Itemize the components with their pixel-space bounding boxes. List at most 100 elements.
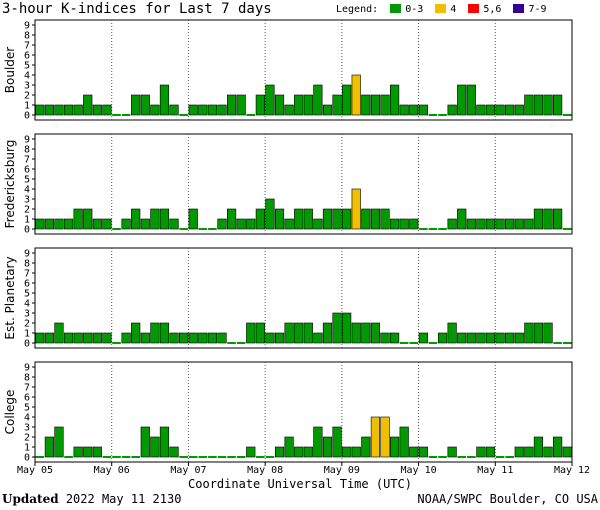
x-tick-label: May 12 — [554, 465, 590, 476]
bar-fredericksburg — [169, 218, 179, 230]
legend-text-7-9: 7-9 — [528, 4, 547, 15]
bar-college — [342, 446, 352, 458]
header-title: 3-hour K-indices for Last 7 days — [2, 1, 272, 17]
legend-text-5-6: 5,6 — [483, 4, 502, 15]
bar-boulder — [543, 94, 553, 116]
y-tick-label-college: 8 — [24, 373, 30, 384]
bar-boulder — [226, 94, 237, 116]
legend-swatch-4 — [435, 4, 447, 13]
series-label-fredericksburg: Fredericksburg — [3, 140, 17, 229]
panel-frame-boulder — [34, 19, 573, 121]
bar-boulder — [418, 104, 428, 116]
bar-est-planetary — [131, 322, 141, 344]
bar-boulder — [294, 94, 304, 116]
bar-fredericksburg — [370, 208, 381, 230]
bar-est-planetary — [361, 322, 371, 344]
bar-boulder — [140, 94, 150, 116]
bar-boulder — [255, 94, 265, 116]
y-tick-label-fredericksburg: 8 — [24, 145, 30, 156]
bar-fredericksburg — [399, 218, 409, 230]
bar-boulder — [514, 104, 524, 116]
legend-text-4: 4 — [450, 4, 457, 15]
footer-credit: NOAA/SWPC Boulder, CO USA — [417, 492, 598, 506]
bar-college — [409, 446, 419, 458]
bar-fredericksburg — [226, 208, 237, 230]
y-tick-label-est-planetary: 2 — [24, 319, 30, 330]
panel-frame-fredericksburg — [34, 133, 573, 235]
bar-boulder — [495, 104, 505, 116]
bar-fredericksburg — [342, 208, 352, 230]
series-label-est-planetary: Est. Planetary — [3, 256, 17, 339]
bar-boulder — [342, 84, 352, 116]
bar-boulder — [92, 104, 102, 116]
y-tick-label-boulder: 6 — [24, 51, 30, 62]
bar-fredericksburg — [150, 208, 160, 230]
x-tick-label: May 08 — [247, 465, 283, 476]
y-tick-label-college: 7 — [24, 383, 30, 394]
bar-fredericksburg — [131, 208, 141, 230]
bar-boulder — [524, 94, 534, 116]
panel-frame-college — [34, 361, 573, 463]
bar-boulder — [284, 104, 294, 116]
bar-college — [274, 446, 285, 458]
bar-college — [447, 446, 457, 458]
x-tick-label: May 05 — [17, 465, 53, 476]
bar-college — [399, 426, 409, 458]
bar-est-planetary — [322, 322, 333, 344]
bar-boulder — [361, 94, 371, 116]
bar-college — [351, 446, 361, 458]
bar-college — [322, 436, 333, 458]
bar-boulder — [322, 104, 333, 116]
y-tick-label-est-planetary: 7 — [24, 269, 30, 280]
bar-boulder — [102, 104, 112, 116]
legend-swatch-0-3 — [390, 4, 402, 13]
bar-est-planetary — [466, 332, 476, 344]
bar-boulder — [159, 84, 170, 116]
bar-fredericksburg — [322, 208, 333, 230]
bar-boulder — [447, 104, 457, 116]
bar-college — [246, 446, 256, 458]
bar-college — [83, 446, 93, 458]
updated-time: 2022 May 11 2130 — [65, 492, 182, 506]
bar-fredericksburg — [447, 218, 457, 230]
x-tick-label: May 09 — [324, 465, 360, 476]
bar-fredericksburg — [63, 218, 74, 230]
bar-boulder — [35, 104, 45, 116]
bar-est-planetary — [303, 322, 313, 344]
legend-text-0-3: 0-3 — [405, 4, 424, 15]
x-tick-label: May 10 — [401, 465, 437, 476]
x-axis-label: Coordinate Universal Time (UTC) — [188, 477, 412, 491]
bar-fredericksburg — [524, 218, 534, 230]
bar-est-planetary — [505, 332, 515, 344]
bar-boulder — [553, 94, 563, 116]
y-tick-label-fredericksburg: 6 — [24, 165, 30, 176]
bar-college — [159, 426, 170, 458]
y-tick-label-boulder: 9 — [24, 21, 30, 32]
bar-fredericksburg — [284, 218, 294, 230]
bar-boulder — [533, 94, 544, 116]
bar-est-planetary — [390, 332, 400, 344]
bar-est-planetary — [351, 322, 361, 344]
panel-frame-est-planetary — [34, 247, 573, 349]
legend-swatch-7-9 — [513, 4, 525, 13]
bar-college — [370, 416, 381, 458]
bar-boulder — [63, 104, 74, 116]
bar-boulder — [466, 84, 476, 116]
y-tick-label-college: 9 — [24, 363, 30, 374]
bar-fredericksburg — [332, 208, 342, 230]
bar-boulder — [476, 104, 486, 116]
bar-fredericksburg — [553, 208, 563, 230]
bar-college — [150, 436, 160, 458]
y-tick-label-est-planetary: 8 — [24, 259, 30, 270]
y-tick-label-fredericksburg: 5 — [24, 175, 30, 186]
bar-fredericksburg — [121, 218, 131, 230]
bar-fredericksburg — [159, 208, 170, 230]
bar-est-planetary — [217, 332, 227, 344]
bar-boulder — [169, 104, 179, 116]
series-label-college: College — [3, 390, 17, 435]
y-tick-label-college: 0 — [24, 453, 30, 464]
bar-est-planetary — [73, 332, 83, 344]
bar-college — [73, 446, 83, 458]
y-tick-label-college: 4 — [24, 413, 30, 424]
bar-college — [380, 416, 390, 458]
